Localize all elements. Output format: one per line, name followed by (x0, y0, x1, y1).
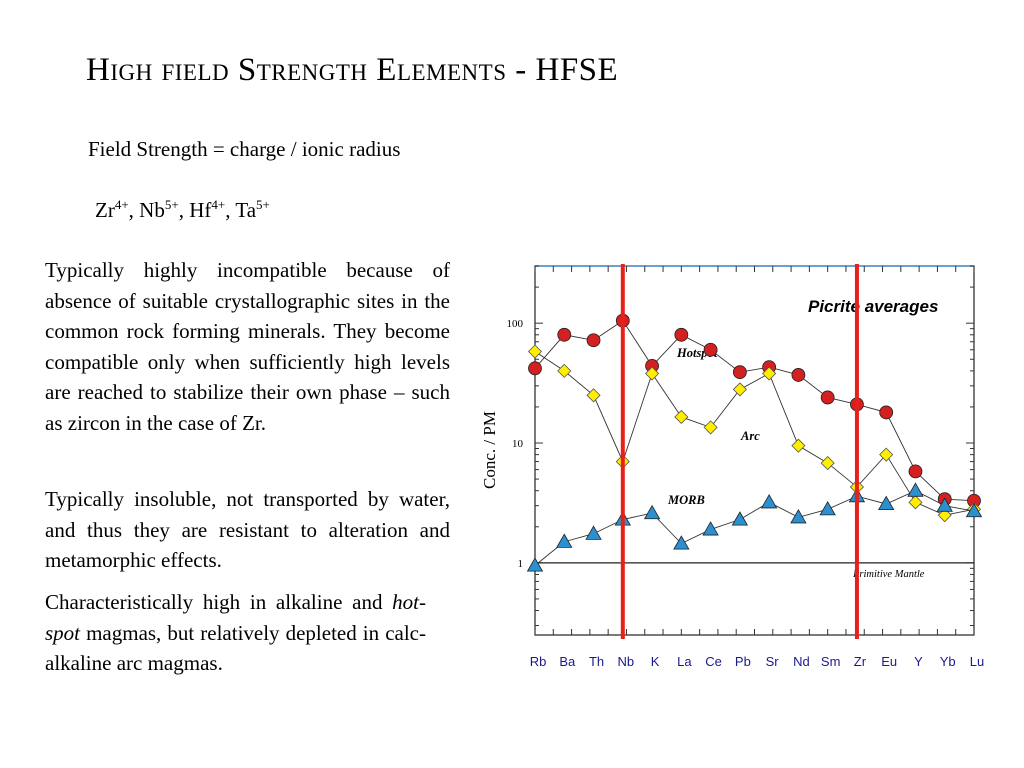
data-point-hotspot (586, 333, 601, 348)
data-point-hotspot (674, 327, 689, 342)
data-point-morb (556, 533, 573, 548)
x-tick-label: Ce (705, 654, 722, 669)
ion-charge: 5+ (256, 197, 270, 212)
ion-nb: Nb5+ (139, 197, 179, 222)
paragraph-magma-types-emphasis: hot-spot (45, 590, 426, 645)
x-tick-label: Eu (881, 654, 897, 669)
data-point-morb (878, 495, 895, 510)
x-tick-label: Rb (530, 654, 547, 669)
data-point-hotspot (879, 405, 894, 420)
y-tick-label: 10 (512, 438, 524, 450)
ion-charge: 5+ (164, 197, 179, 212)
chart-title: Picrite averages (808, 297, 938, 316)
primitive-mantle-label: Primitive Mantle (852, 569, 925, 580)
paragraph-magma-types-end: magmas, but relatively depleted in calc-… (45, 620, 426, 676)
ion-separator: , (178, 198, 190, 222)
data-point-hotspot (557, 327, 572, 342)
data-point-arc (820, 456, 835, 471)
data-point-morb (673, 535, 690, 550)
data-point-morb (790, 508, 807, 524)
data-point-arc (908, 495, 923, 510)
data-point-arc (791, 438, 806, 453)
field-strength-definition: Field Strength = charge / ionic radius (88, 137, 401, 161)
ion-charge: 4+ (211, 197, 226, 212)
data-point-morb (907, 482, 924, 497)
data-point-hotspot (791, 368, 806, 382)
paragraph-insolubility: Typically insoluble, not transported by … (45, 487, 450, 572)
data-point-arc (527, 344, 543, 359)
y-tick-label: 100 (507, 318, 524, 330)
x-tick-label: Th (589, 654, 604, 669)
x-tick-label: Sr (766, 654, 780, 669)
data-point-morb (585, 525, 602, 540)
data-point-morb (702, 521, 719, 536)
data-point-morb (731, 511, 749, 526)
data-point-hotspot (528, 361, 542, 376)
series-label-morb: MORB (667, 493, 705, 507)
x-tick-label: Nb (617, 654, 634, 669)
ion-zr: Zr4+ (95, 197, 129, 222)
data-point-hotspot (820, 390, 835, 405)
x-tick-label: Lu (970, 654, 984, 669)
data-point-morb (819, 500, 836, 516)
data-point-arc (586, 388, 601, 403)
series-line-hotspot (534, 320, 975, 502)
x-tick-label: Pb (735, 654, 751, 669)
ion-ta: Ta5+ (235, 197, 270, 222)
x-tick-label: Ba (559, 654, 576, 669)
ion-separator: , (225, 198, 236, 222)
data-point-hotspot (908, 464, 923, 479)
x-tick-label: Yb (940, 654, 956, 669)
data-point-arc (557, 363, 572, 378)
spider-diagram: 1 10 100 Primitive Mantle Conc. / PM Picrite … (480, 264, 984, 669)
series-line-arc (534, 351, 975, 516)
series-label-arc: Arc (740, 429, 760, 443)
slide-title: High field Strength Elements - HFSE (86, 52, 619, 88)
x-tick-label: La (677, 654, 692, 669)
paragraph-magma-types-start: Characteristically high in alkaline and (45, 590, 393, 614)
data-point-hotspot (732, 365, 747, 380)
x-tick-label: Sm (821, 654, 841, 669)
ion-charge: 4+ (114, 197, 129, 212)
paragraph-magma-types: Characteristically high in alkaline and … (45, 587, 426, 679)
data-point-arc (762, 366, 777, 381)
data-point-hotspot (703, 342, 718, 357)
y-axis-label: Conc. / PM (480, 411, 499, 489)
paragraph-incompatibility: Typically highly incompatible because of… (45, 258, 450, 435)
data-point-morb (643, 504, 661, 520)
hfse-ion-list: Zr4+, Nb5+, Hf4+, Ta5+ (95, 197, 270, 223)
data-point-arc (732, 382, 747, 397)
series-line-morb (534, 490, 975, 566)
data-point-arc (645, 366, 660, 381)
data-point-arc (703, 420, 718, 435)
data-point-arc (937, 508, 952, 523)
data-point-arc (879, 447, 894, 462)
x-tick-label: K (651, 654, 660, 669)
data-point-morb (936, 497, 953, 512)
ion-separator: , (128, 198, 140, 222)
data-point-morb (526, 557, 544, 572)
data-point-arc (674, 409, 689, 425)
x-tick-label: Nd (793, 654, 810, 669)
data-point-morb (965, 502, 983, 518)
x-tick-label: Zr (854, 654, 867, 669)
data-point-morb (760, 494, 778, 509)
x-tick-label: Y (914, 654, 923, 669)
ion-hf: Hf4+ (189, 197, 226, 222)
y-tick-label: 1 (518, 558, 524, 570)
